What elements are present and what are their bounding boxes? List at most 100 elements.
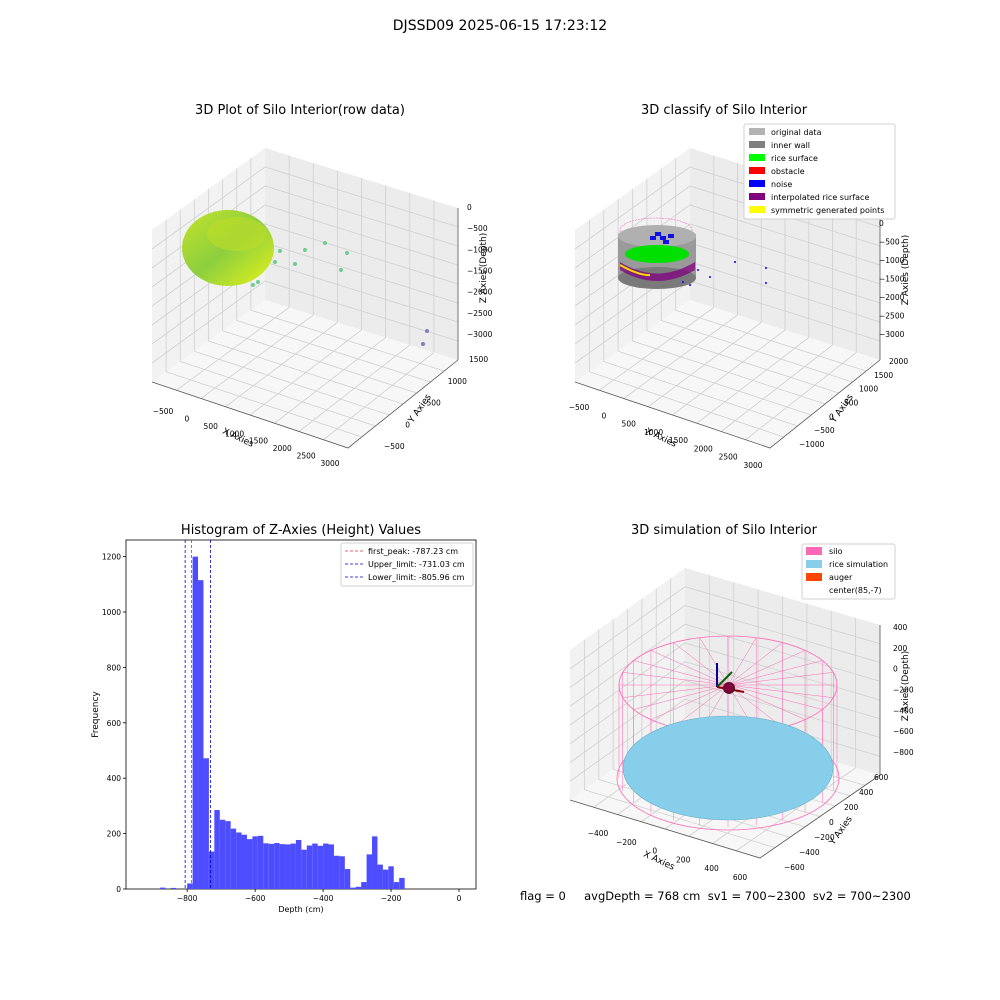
hist-legend-frame [340, 542, 474, 587]
hist-bar [246, 839, 253, 889]
hist-y-tick-label: 0 [116, 885, 121, 894]
sim-z-tick-label: 200 [893, 644, 908, 653]
raw-x-tick-label: 2500 [297, 452, 316, 461]
cls-noise-point [682, 281, 684, 283]
raw-outlier-point [323, 241, 327, 245]
cls-noise-cluster [655, 232, 661, 236]
hist-bar [236, 832, 242, 889]
hist-bar [339, 856, 345, 889]
sim-silo-spoke [633, 684, 729, 710]
raw-x-tick-label: 0 [184, 414, 189, 423]
hist-bar [301, 849, 307, 889]
hist-bar [306, 845, 313, 889]
hist-bar [279, 844, 286, 889]
raw-outlier-point [345, 251, 349, 255]
cls-interpolated-surface [620, 262, 695, 281]
raw-grid-line [249, 329, 362, 416]
cls-legend-label: noise [771, 180, 792, 189]
cls-z-tick-label: −3000 [879, 330, 905, 339]
hist-bar [393, 882, 400, 889]
sim-grid-line [569, 605, 881, 688]
sim-x-tick-label: −400 [588, 829, 609, 838]
sim-legend-frame [801, 543, 896, 600]
sim-grid-line [736, 767, 856, 852]
cls-noise-point [697, 269, 699, 271]
sim-x-tick-label: 200 [676, 855, 691, 864]
sim-legend-label: center(85,-7) [829, 586, 882, 595]
cls-x-tick-label: 2000 [694, 444, 713, 453]
cls-legend: original data inner wall rice surface obsta… [743, 123, 896, 220]
hist-bar [263, 843, 269, 889]
sim-silo-spoke [727, 684, 823, 710]
sim-legend-label: rice simulation [829, 560, 888, 569]
cls-z-tick-label: −500 [879, 238, 900, 247]
hist-bar [366, 854, 373, 889]
cls-zlabel: Z Axies (Depth) [901, 235, 911, 306]
hist-y-tick-label: 1000 [102, 608, 121, 617]
hist-y-tick-label: 200 [107, 830, 122, 839]
cls-noise-cluster [663, 240, 669, 244]
hist-y-tick-label: 1200 [102, 553, 121, 562]
sim-silo-spoke [699, 637, 729, 686]
raw-z-tick-label: −1500 [467, 267, 493, 276]
hist-bar [333, 855, 340, 889]
hist-bar [257, 835, 264, 889]
cls-x-tick-label: 1500 [669, 436, 688, 445]
hist-y-tick-label: 800 [107, 663, 122, 672]
cls-grid-line [721, 344, 833, 432]
cls-z-tick-label: −1500 [879, 275, 905, 284]
cls-legend-label: symmetric generated points [771, 206, 884, 215]
sim-legend-swatch [806, 547, 822, 555]
raw-y-tick-label: 500 [427, 399, 442, 408]
hist-legend-label: first_peak: -787.23 cm [368, 547, 458, 556]
raw-grid-line [274, 337, 386, 424]
cls-y-tick-label: 1500 [874, 371, 893, 380]
cls-legend-swatch [749, 193, 765, 200]
classify-plot-title: 3D classify of Silo Interior [640, 103, 808, 118]
sim-grid-line [569, 680, 881, 763]
hist-bar [198, 580, 204, 889]
hist-bar [355, 886, 362, 889]
sim-grid-line [569, 586, 881, 670]
hist-bar [344, 869, 351, 889]
sim-silo-spoke [622, 684, 729, 698]
hist-bar [214, 810, 220, 889]
sim-x-tick-label: −200 [616, 838, 637, 847]
cls-legend-swatch [749, 167, 765, 174]
hist-bar [208, 851, 215, 889]
cls-y-tick-label: 0 [829, 412, 834, 421]
sim-silo-spoke [650, 684, 729, 720]
hist-bar [187, 883, 193, 889]
hist-bar [350, 887, 356, 889]
cls-noise-point [734, 261, 736, 263]
sim-y-tick-label: −200 [814, 833, 835, 842]
cls-legend-frame [743, 123, 896, 220]
hist-bar [170, 887, 177, 889]
hist-bar [285, 844, 291, 889]
cls-noise-point [765, 267, 767, 269]
cls-grid-line [574, 223, 881, 307]
raw-x-tick-label: 500 [204, 422, 219, 431]
sim-zlabel: Z Axies (Depth) [901, 651, 911, 722]
sim-legend: silo rice simulation auger center(85,-7) [801, 543, 896, 600]
sim-grid-line [569, 642, 881, 726]
sim-z-tick-label: −200 [893, 686, 914, 695]
hist-bar [159, 887, 166, 889]
sim-grid-line [569, 698, 881, 782]
hist-bar [268, 843, 275, 889]
sim-silo-spoke [633, 660, 729, 686]
histogram-title: Histogram of Z-Axies (Height) Values [180, 523, 422, 538]
hist-bar [241, 834, 247, 889]
raw-grid-line [323, 352, 435, 441]
cls-legend-label: interpolated rice surface [771, 193, 869, 202]
cls-y-tick-label: −500 [814, 426, 835, 435]
sim-y-tick-label: −400 [799, 848, 820, 857]
sim-y-tick-label: 0 [829, 818, 834, 827]
cls-z-tick-label: 0 [879, 219, 884, 228]
hist-legend-label: Upper_limit: -731.03 cm [368, 560, 465, 569]
sim-y-tick-label: 600 [874, 773, 889, 782]
sim-silo-spoke [727, 642, 783, 686]
hist-bar [377, 864, 383, 889]
hist-legend-label: Lower_limit: -805.96 cm [368, 573, 465, 582]
